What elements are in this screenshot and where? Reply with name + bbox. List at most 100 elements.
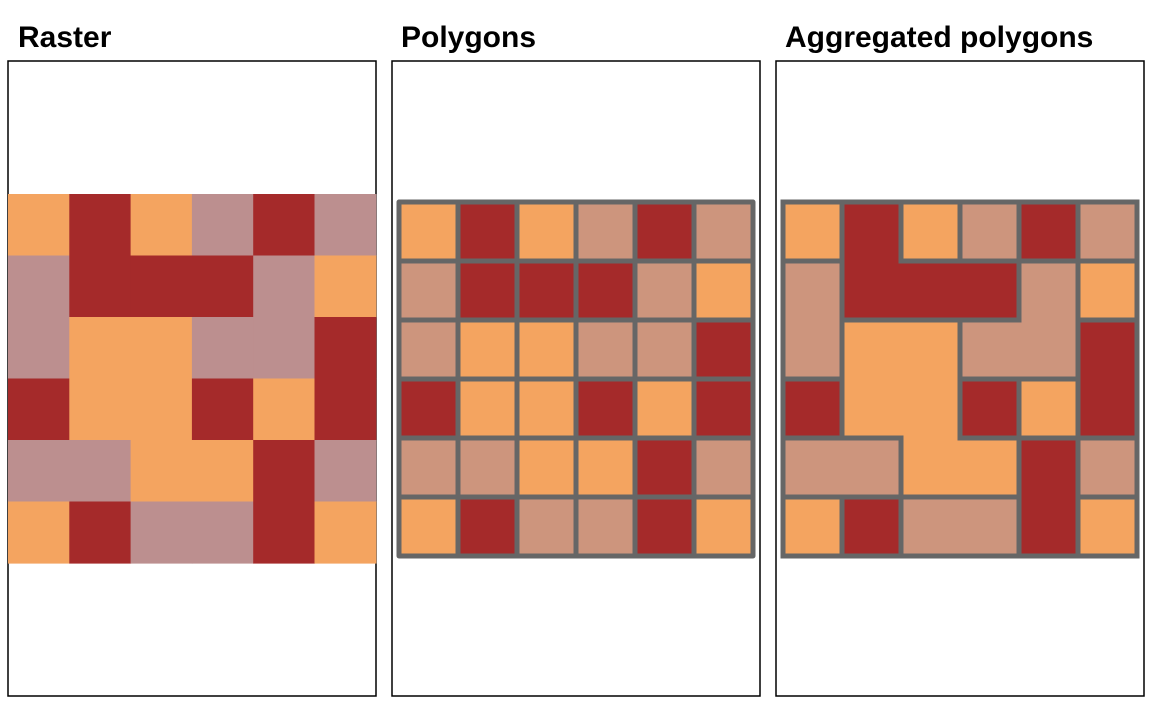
raster-cell xyxy=(8,501,70,564)
polygon-cell xyxy=(573,258,638,323)
aggregated-cell-fill xyxy=(960,261,1020,321)
polygon-cell xyxy=(396,494,461,559)
aggregated-cell-fill xyxy=(1078,261,1138,321)
aggregated-cell-fill xyxy=(783,261,843,321)
raster-cell xyxy=(69,255,132,318)
aggregated-polygon-borders xyxy=(780,199,1140,559)
raster-cell xyxy=(130,255,193,318)
aggregated-cell-fill xyxy=(1078,438,1138,498)
polygon-cell xyxy=(691,199,756,264)
aggregated-cell-fill xyxy=(1078,320,1138,380)
raster-cell xyxy=(253,317,316,380)
aggregated-cell-fill xyxy=(842,261,902,321)
polygon-cell xyxy=(455,435,520,500)
polygon-cell xyxy=(632,258,697,323)
raster-cell xyxy=(69,440,132,503)
aggregated-cell-fill xyxy=(842,202,902,262)
aggregated-cell-fill xyxy=(901,320,961,380)
polygon-cell xyxy=(455,199,520,264)
raster-cell xyxy=(253,378,316,441)
polygon-cell xyxy=(455,376,520,441)
polygon-cell xyxy=(455,258,520,323)
aggregated-cell-fill xyxy=(901,202,961,262)
raster-cell xyxy=(191,378,254,441)
polygon-cell xyxy=(632,199,697,264)
raster-cell xyxy=(314,255,377,318)
raster-cell xyxy=(253,501,316,564)
raster-cell xyxy=(130,378,193,441)
polygon-cell xyxy=(691,435,756,500)
polygon-cell xyxy=(396,376,461,441)
panel-title-aggregated: Aggregated polygons xyxy=(785,21,1094,54)
aggregated-cell-fill xyxy=(1078,497,1138,557)
polygon-cell xyxy=(691,317,756,382)
panel-title-polygons: Polygons xyxy=(401,21,537,54)
polygon-cell xyxy=(396,317,461,382)
polygon-cell xyxy=(573,376,638,441)
raster-cell xyxy=(8,317,70,380)
polygon-cell xyxy=(455,317,520,382)
polygon-cell xyxy=(514,317,579,382)
aggregated-cell-fill xyxy=(842,438,902,498)
aggregated-cell-fill xyxy=(842,497,902,557)
raster-cell xyxy=(8,440,70,503)
polygon-cell xyxy=(396,435,461,500)
raster-cell xyxy=(69,378,132,441)
raster-cell xyxy=(191,317,254,380)
raster-cell xyxy=(314,317,377,380)
raster-cell xyxy=(191,440,254,503)
aggregated-cell-fill xyxy=(1019,261,1079,321)
aggregated-cell-fill xyxy=(842,379,902,439)
aggregated-cell-fill xyxy=(960,202,1020,262)
raster-cell xyxy=(253,194,316,257)
raster-cell xyxy=(253,440,316,503)
raster-cell xyxy=(69,501,132,564)
raster-cell xyxy=(253,255,316,318)
raster-cell xyxy=(8,378,70,441)
polygon-cell xyxy=(573,199,638,264)
aggregated-cell-fill xyxy=(783,202,843,262)
polygon-cell xyxy=(514,199,579,264)
aggregated-cell-fill xyxy=(1078,379,1138,439)
raster-cell xyxy=(314,378,377,441)
raster-cell xyxy=(69,194,132,257)
polygon-cell xyxy=(573,494,638,559)
aggregated-cell-fill xyxy=(783,497,843,557)
raster-cell xyxy=(191,501,254,564)
raster-cell xyxy=(8,194,70,257)
raster-cell xyxy=(314,440,377,503)
polygon-cell xyxy=(691,258,756,323)
aggregated-cell-fill xyxy=(901,497,961,557)
raster-cell xyxy=(314,194,377,257)
raster-cell xyxy=(191,194,254,257)
polygon-cell xyxy=(455,494,520,559)
aggregated-cell-fill xyxy=(783,379,843,439)
polygon-cell xyxy=(691,376,756,441)
aggregated-cell-fill xyxy=(901,379,961,439)
aggregated-cell-fill xyxy=(1019,202,1079,262)
raster-cell xyxy=(130,440,193,503)
aggregated-cell-fill xyxy=(1019,497,1079,557)
aggregated-cell-fill xyxy=(1019,438,1079,498)
polygon-cell xyxy=(632,435,697,500)
raster-panel xyxy=(7,60,377,697)
polygon-cell xyxy=(514,258,579,323)
aggregated-cell-fill xyxy=(783,320,843,380)
polygon-cell xyxy=(514,435,579,500)
raster-cell xyxy=(130,194,193,257)
raster-cell xyxy=(191,255,254,318)
raster-cell xyxy=(69,317,132,380)
aggregated-cell-fill xyxy=(960,320,1020,380)
polygon-cell xyxy=(573,435,638,500)
aggregated-cell-fill xyxy=(1019,379,1079,439)
raster-cell xyxy=(130,317,193,380)
aggregated-polygons-panel xyxy=(775,60,1145,697)
polygon-cell xyxy=(691,494,756,559)
polygon-cell xyxy=(573,317,638,382)
aggregated-cell-fill xyxy=(960,438,1020,498)
raster-cell xyxy=(314,501,377,564)
aggregated-cell-fill xyxy=(1078,202,1138,262)
aggregated-cell-fill xyxy=(842,320,902,380)
aggregated-cell-fill xyxy=(901,438,961,498)
